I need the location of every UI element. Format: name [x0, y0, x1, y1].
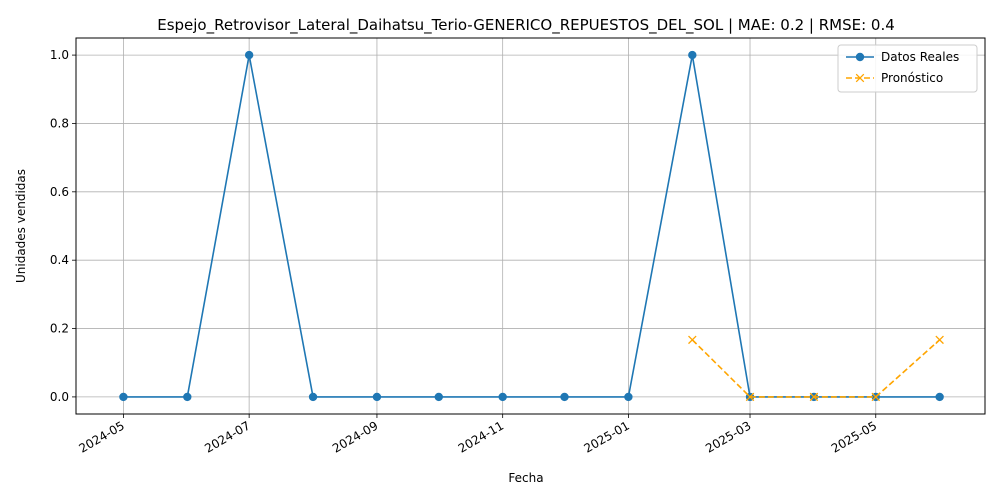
- x-tick-label: 2024-05: [76, 418, 126, 455]
- series-pronostico: [688, 335, 944, 402]
- y-tick-label: 0.0: [50, 390, 69, 404]
- data-point: [372, 392, 382, 402]
- series-datos-reales: [119, 50, 944, 402]
- data-point: [244, 50, 254, 60]
- series-line: [691, 339, 941, 398]
- x-tick-label: 2025-05: [829, 418, 879, 455]
- data-point: [560, 392, 569, 402]
- legend-label: Datos Reales: [881, 50, 959, 64]
- data-point: [871, 392, 881, 402]
- x-axis-label: Fecha: [508, 471, 543, 485]
- x-tick-label: 2024-09: [330, 418, 380, 455]
- x-tick-label: 2024-11: [456, 418, 506, 455]
- y-ticks: 0.0 0.2 0.4 0.6 0.8 1.0: [50, 48, 76, 404]
- y-axis-label: Unidades vendidas: [14, 169, 28, 283]
- x-tick-label: 2025-01: [581, 418, 631, 455]
- data-point: [688, 50, 697, 60]
- y-tick-label: 1.0: [50, 48, 69, 62]
- y-tick-label: 0.6: [50, 185, 69, 199]
- x-tick-label: 2025-03: [703, 418, 753, 455]
- x-tick-label: 2024-07: [202, 418, 252, 455]
- y-tick-label: 0.8: [50, 116, 69, 130]
- data-point: [434, 392, 443, 402]
- legend-label: Pronóstico: [881, 71, 943, 85]
- series-line: [123, 54, 940, 398]
- chart-title: Espejo_Retrovisor_Lateral_Daihatsu_Terio…: [157, 16, 895, 35]
- y-tick-label: 0.4: [50, 253, 69, 267]
- legend-marker: [855, 52, 865, 62]
- data-point: [119, 392, 128, 402]
- data-point: [624, 392, 633, 402]
- y-tick-label: 0.2: [50, 322, 69, 336]
- data-point: [308, 392, 318, 402]
- legend: Datos Reales Pronóstico: [837, 44, 978, 93]
- data-point: [183, 392, 192, 402]
- data-point: [688, 335, 697, 345]
- x-ticks: 2024-05 2024-07 2024-09 2024-11 2025-01 2025-…: [76, 414, 879, 456]
- grid: [76, 38, 985, 414]
- legend-marker: [855, 73, 865, 83]
- data-point: [745, 392, 755, 402]
- data-point: [809, 392, 819, 402]
- series-layer: [119, 50, 944, 402]
- data-point: [935, 392, 944, 402]
- data-point: [498, 392, 507, 402]
- data-point: [935, 335, 944, 345]
- plot-frame: [75, 37, 986, 415]
